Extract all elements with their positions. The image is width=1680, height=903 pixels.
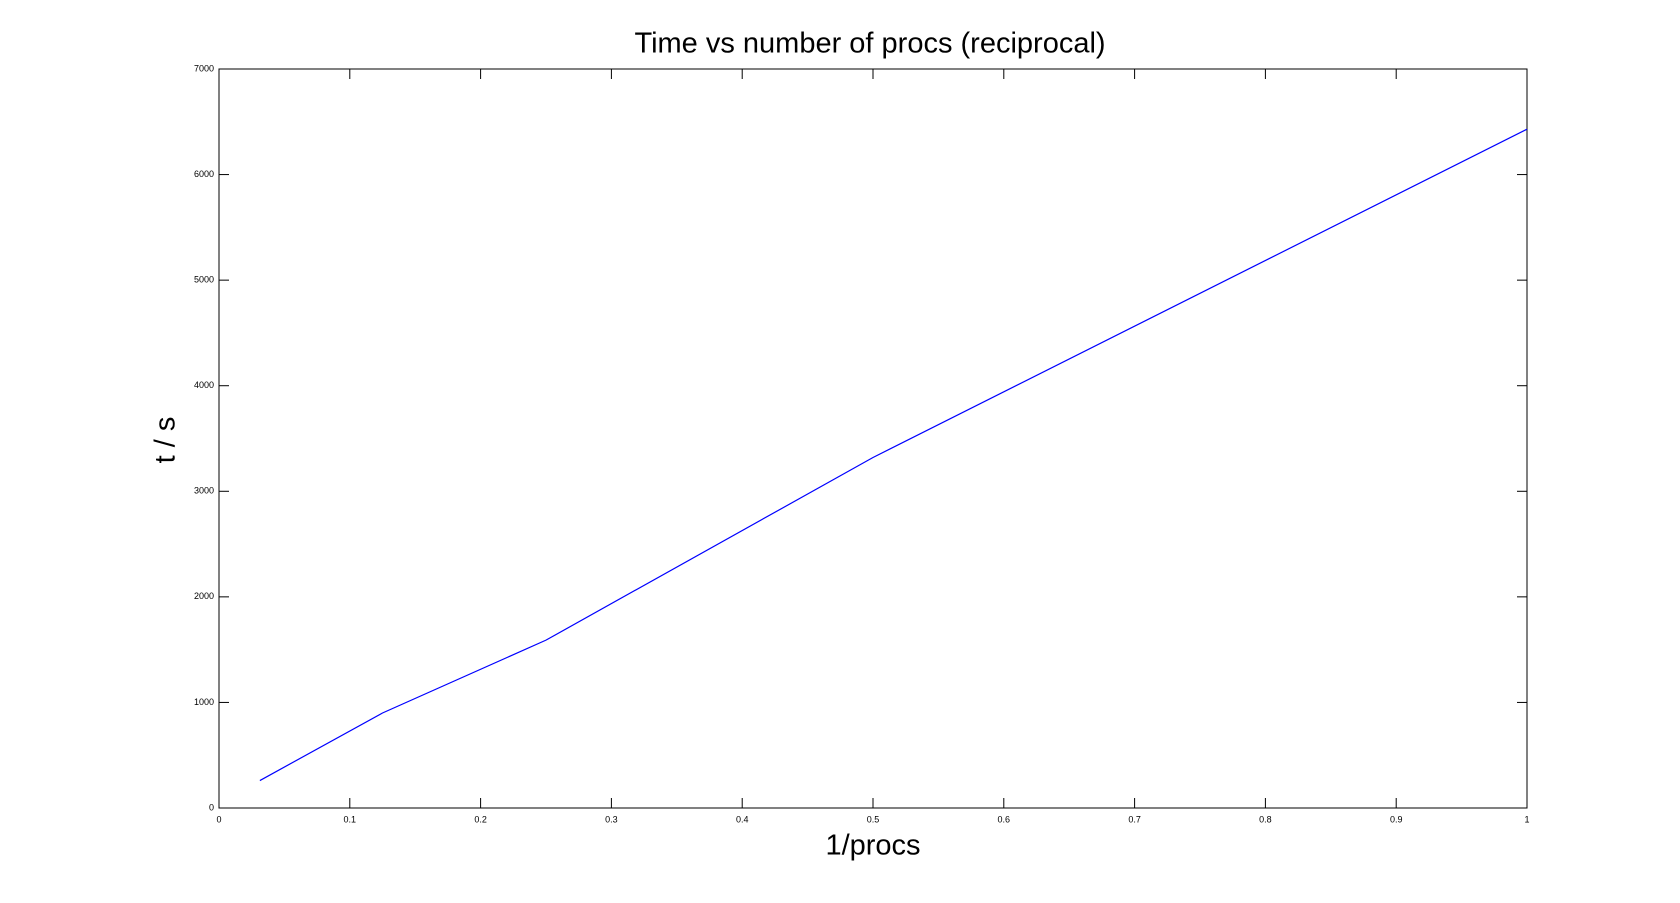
y-axis-label: t / s bbox=[150, 417, 182, 464]
x-tick-label: 0.1 bbox=[344, 814, 357, 824]
x-axis-label: 1/procs bbox=[825, 830, 920, 862]
y-tick-label: 5000 bbox=[194, 275, 214, 285]
x-tick-label: 0.3 bbox=[605, 814, 618, 824]
x-tick-label: 1 bbox=[1524, 814, 1529, 824]
x-tick-label: 0.2 bbox=[474, 814, 487, 824]
y-tick-label: 7000 bbox=[194, 63, 214, 73]
x-tick-label: 0.5 bbox=[867, 814, 880, 824]
chart-title: Time vs number of procs (reciprocal) bbox=[634, 28, 1105, 60]
y-tick-label: 6000 bbox=[194, 169, 214, 179]
x-tick-label: 0.8 bbox=[1259, 814, 1272, 824]
y-tick-label: 4000 bbox=[194, 380, 214, 390]
y-tick-label: 3000 bbox=[194, 486, 214, 496]
x-tick-label: 0.4 bbox=[736, 814, 749, 824]
x-tick-label: 0.7 bbox=[1128, 814, 1141, 824]
data-line bbox=[259, 128, 1528, 782]
x-tick-label: 0.6 bbox=[998, 814, 1011, 824]
y-tick-label: 2000 bbox=[194, 591, 214, 601]
x-tick-label: 0.9 bbox=[1390, 814, 1403, 824]
y-tick-label: 0 bbox=[209, 802, 214, 812]
y-tick-label: 1000 bbox=[194, 697, 214, 707]
x-tick-label: 0 bbox=[216, 814, 221, 824]
